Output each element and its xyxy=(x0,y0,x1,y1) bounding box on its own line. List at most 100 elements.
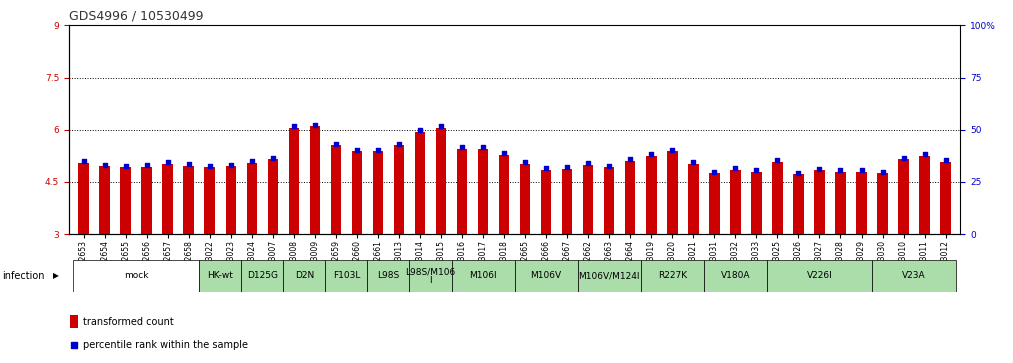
Point xyxy=(286,123,302,129)
Bar xyxy=(814,171,825,234)
Point xyxy=(264,155,281,160)
Text: mock: mock xyxy=(124,272,149,280)
Point xyxy=(811,166,828,172)
Point xyxy=(622,156,638,162)
Point xyxy=(348,147,365,152)
Bar xyxy=(541,170,551,234)
Text: M106V/M124I: M106V/M124I xyxy=(578,272,640,280)
Bar xyxy=(667,151,678,234)
Bar xyxy=(498,155,510,234)
Bar xyxy=(604,167,615,234)
Bar xyxy=(142,167,152,234)
Bar xyxy=(267,159,279,234)
Point xyxy=(223,162,239,167)
Bar xyxy=(121,167,131,234)
Text: L98S/M106
I: L98S/M106 I xyxy=(405,267,456,285)
Bar xyxy=(520,164,531,234)
Text: M106I: M106I xyxy=(469,272,497,280)
Bar xyxy=(310,126,320,234)
Bar xyxy=(641,260,704,292)
Bar xyxy=(183,166,193,234)
Point xyxy=(790,170,806,175)
Bar xyxy=(70,315,78,329)
Point xyxy=(334,235,350,241)
Bar xyxy=(330,146,341,234)
Bar xyxy=(625,161,635,234)
Bar xyxy=(246,163,257,234)
Bar xyxy=(582,164,594,234)
Point xyxy=(749,167,765,173)
Bar xyxy=(99,166,109,234)
Text: HK-wt: HK-wt xyxy=(208,272,233,280)
Text: R227K: R227K xyxy=(657,272,687,280)
Point xyxy=(853,167,869,173)
Bar xyxy=(836,172,846,234)
Bar xyxy=(577,260,641,292)
Bar xyxy=(920,156,930,234)
Bar xyxy=(205,167,215,234)
Bar xyxy=(325,260,368,292)
Bar xyxy=(562,169,572,234)
Point xyxy=(454,144,470,150)
Bar xyxy=(793,174,803,234)
Point xyxy=(180,161,197,167)
Bar xyxy=(452,260,515,292)
Point xyxy=(244,158,260,164)
Bar xyxy=(284,260,325,292)
Text: V226I: V226I xyxy=(806,272,833,280)
Bar xyxy=(241,260,284,292)
Bar xyxy=(162,164,173,234)
Point xyxy=(307,122,323,127)
Point xyxy=(769,157,785,163)
Point xyxy=(874,169,890,175)
Point xyxy=(601,163,617,168)
Bar xyxy=(414,131,425,234)
Bar xyxy=(289,128,299,234)
Bar xyxy=(856,172,867,234)
Bar xyxy=(767,260,872,292)
Text: L98S: L98S xyxy=(377,272,399,280)
Point xyxy=(937,157,953,163)
Bar xyxy=(872,260,956,292)
Bar xyxy=(940,162,951,234)
Point xyxy=(76,158,92,164)
Point xyxy=(538,165,554,171)
Bar xyxy=(709,173,719,234)
Text: D2N: D2N xyxy=(295,272,314,280)
Text: D125G: D125G xyxy=(247,272,278,280)
Point xyxy=(665,147,681,152)
Bar xyxy=(772,162,783,234)
Bar xyxy=(751,172,762,234)
Bar xyxy=(78,163,89,234)
Text: transformed count: transformed count xyxy=(83,317,173,327)
Point xyxy=(643,151,659,157)
Bar xyxy=(352,151,363,234)
Point xyxy=(118,163,134,168)
Text: V180A: V180A xyxy=(720,272,750,280)
Bar xyxy=(373,151,383,234)
Text: percentile rank within the sample: percentile rank within the sample xyxy=(83,340,247,350)
Point xyxy=(517,159,533,165)
Point xyxy=(391,141,407,147)
Point xyxy=(412,127,428,133)
Point xyxy=(96,162,112,167)
Point xyxy=(328,141,344,147)
Bar xyxy=(688,164,699,234)
Bar xyxy=(394,146,404,234)
Text: V23A: V23A xyxy=(903,272,926,280)
Point xyxy=(706,169,722,175)
Point xyxy=(202,163,218,168)
Point xyxy=(559,164,575,170)
Bar xyxy=(478,149,488,234)
Text: M106V: M106V xyxy=(531,272,561,280)
Point xyxy=(895,155,912,160)
Bar xyxy=(515,260,577,292)
Bar xyxy=(368,260,409,292)
Point xyxy=(160,159,176,165)
Point xyxy=(433,123,449,129)
Bar xyxy=(704,260,767,292)
Point xyxy=(580,160,597,166)
Point xyxy=(370,147,386,152)
Bar xyxy=(226,166,236,234)
Bar xyxy=(436,128,447,234)
